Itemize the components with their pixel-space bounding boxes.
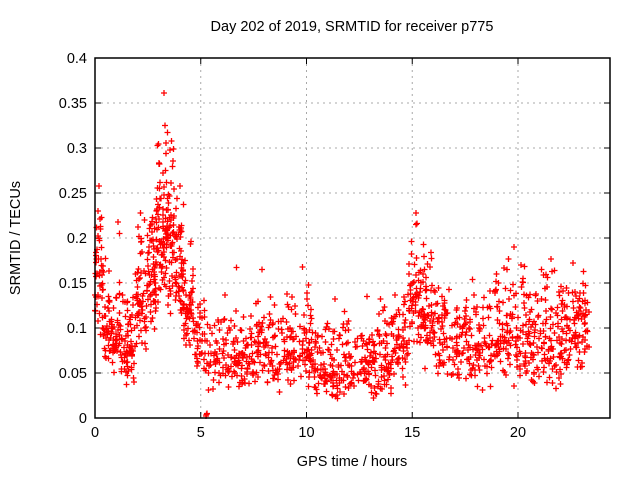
gridlines — [95, 58, 610, 418]
x-tick-label: 10 — [298, 425, 314, 441]
y-tick-label: 0.2 — [67, 231, 87, 247]
y-tick-label: 0.25 — [59, 186, 87, 202]
y-tick-label: 0.15 — [59, 276, 87, 292]
scatter-points — [92, 90, 592, 419]
tick-labels: 0 5 10 15 20 0 0.05 0.1 0.15 0.2 0.25 0.3 0.35 0.4 — [59, 51, 526, 441]
y-tick-label: 0.4 — [67, 51, 87, 67]
axis-ticks — [94, 57, 610, 419]
plot-frame — [94, 57, 611, 419]
y-tick-label: 0.05 — [59, 366, 87, 382]
y-tick-label: 0.35 — [59, 96, 87, 112]
x-axis-label: GPS time / hours — [297, 454, 407, 470]
chart-title: Day 202 of 2019, SRMTID for receiver p77… — [211, 19, 494, 35]
x-tick-label: 20 — [510, 425, 526, 441]
x-tick-label: 5 — [197, 425, 205, 441]
x-tick-label: 15 — [404, 425, 420, 441]
y-tick-label: 0.1 — [67, 321, 87, 337]
x-tick-label: 0 — [91, 425, 99, 441]
y-axis-label: SRMTID / TECUs — [8, 181, 24, 295]
y-tick-label: 0 — [79, 411, 87, 427]
y-tick-label: 0.3 — [67, 141, 87, 157]
